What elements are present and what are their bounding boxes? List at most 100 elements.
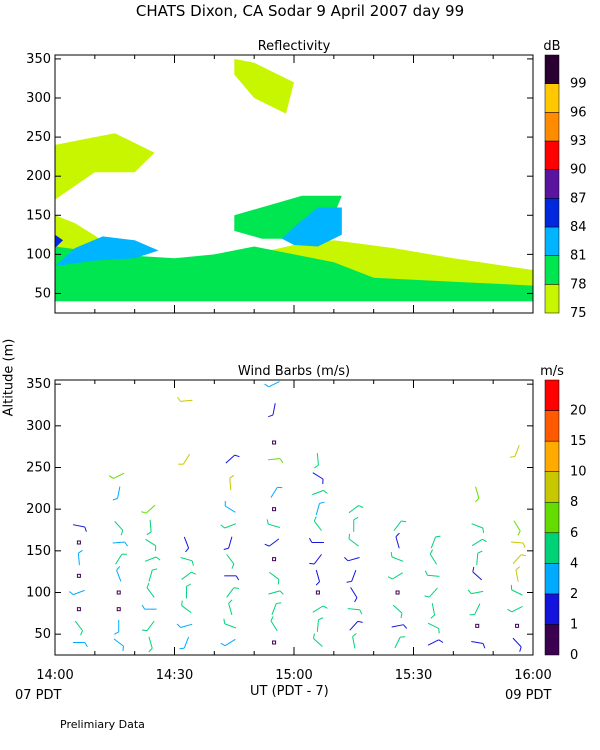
- reflectivity-colorbar-tick-label: 84: [570, 220, 587, 235]
- wind-barb-flag: [482, 527, 485, 534]
- reflectivity-colorbar-tick-label: 75: [570, 306, 587, 321]
- wind-colorbar-swatch: [544, 410, 560, 442]
- wind-barb: [270, 620, 278, 632]
- wind-barb-flag: [108, 475, 114, 479]
- wind-barb: [224, 623, 237, 629]
- wind-barb: [312, 489, 324, 496]
- wind-barb-flag: [313, 516, 317, 522]
- reflectivity-colorbar-tick-label: 78: [570, 277, 587, 292]
- wind-barb-flag: [477, 550, 483, 554]
- calm-marker: [395, 590, 400, 595]
- wind-barb: [349, 621, 359, 631]
- reflectivity-colorbar-swatch: [544, 140, 560, 170]
- wind-barb-flag: [482, 643, 486, 649]
- wind-colorbar-swatch: [544, 593, 560, 625]
- wind-barb: [225, 454, 236, 464]
- wind-barb: [471, 640, 484, 645]
- x-tick-label: 14:00: [36, 668, 73, 683]
- wind-barb: [512, 637, 522, 648]
- wind-barb: [114, 521, 124, 531]
- calm-marker: [315, 590, 320, 595]
- contour-75-upper: [55, 133, 155, 200]
- wind-barb-flag: [191, 571, 197, 575]
- wind-barb: [117, 486, 121, 499]
- wind-barb-flag: [152, 568, 158, 571]
- wind-barb: [115, 553, 123, 565]
- wind-colorbar-tick-label: 1: [570, 617, 578, 632]
- wind-barb-flag: [120, 530, 124, 536]
- wind-barb-flag: [403, 624, 408, 629]
- wind-barb: [224, 523, 237, 529]
- reflectivity-contours: [55, 58, 533, 302]
- wind-barb-flag: [308, 537, 313, 543]
- wind-barb-flag: [387, 576, 393, 580]
- wind-barb-flag: [223, 618, 226, 624]
- y-tick-label: 150: [26, 544, 51, 559]
- wind-barb: [313, 638, 323, 647]
- wind-barb: [183, 636, 190, 649]
- wind-barb: [312, 605, 324, 613]
- reflectivity-colorbar-label: dB: [543, 39, 560, 54]
- reflectivity-title: Reflectivity: [258, 39, 331, 54]
- calm-marker: [515, 623, 520, 628]
- wind-barb-flag: [124, 541, 128, 547]
- wind-barb: [474, 603, 481, 615]
- wind-barb: [74, 620, 83, 631]
- calm-marker: [272, 507, 277, 512]
- wind-barb: [512, 554, 522, 564]
- reflectivity-colorbar-tick-label: 93: [570, 134, 587, 149]
- wind-barb-flag: [400, 613, 403, 619]
- wind-barb: [392, 604, 403, 614]
- wind-barb-flag: [424, 595, 430, 598]
- reflectivity-colorbar-swatch: [544, 226, 560, 256]
- wind-barb-flag: [114, 631, 119, 635]
- wind-barb: [316, 619, 319, 632]
- wind-barb-flag: [179, 647, 185, 650]
- wind-barb: [113, 638, 124, 647]
- wind-barb: [271, 603, 277, 615]
- wind-barb: [348, 505, 359, 514]
- wind-barb-flag: [359, 609, 363, 615]
- wind-barb: [347, 557, 360, 562]
- wind-barb: [394, 636, 401, 649]
- plot-frame: [54, 379, 534, 656]
- wind-barb: [515, 569, 519, 582]
- wind-barb: [270, 487, 278, 498]
- wind-barb-flag: [270, 616, 274, 621]
- wind-barb: [392, 572, 403, 580]
- y-tick-label: 300: [26, 91, 51, 106]
- y-tick-label: 100: [26, 586, 51, 601]
- wind-barb: [430, 536, 437, 549]
- y-axis-label: Altitude (m): [1, 338, 17, 417]
- calm-marker: [76, 573, 81, 578]
- wind-barb-flag: [344, 556, 349, 562]
- calm-marker: [116, 607, 121, 612]
- wind-barb: [148, 636, 153, 649]
- reflectivity-colorbar-swatch: [544, 255, 560, 285]
- wind-barb: [116, 570, 122, 582]
- calm-marker: [116, 590, 121, 595]
- wind-barb: [145, 538, 156, 547]
- wind-barb-flag: [176, 623, 182, 628]
- wind-barb: [144, 556, 157, 562]
- wind-barb-flag: [155, 556, 161, 561]
- wind-colorbar-tick-label: 6: [570, 526, 578, 541]
- wind-colorbar-swatch: [544, 501, 560, 534]
- y-tick-label: 250: [26, 461, 51, 476]
- wind-barb-flag: [312, 633, 315, 639]
- calm-marker: [475, 623, 480, 628]
- wind-barb-flag: [84, 642, 88, 648]
- wind-barb-flag: [146, 531, 152, 536]
- wind-colorbar-tick-label: 8: [570, 495, 578, 510]
- wind-barb-flag: [80, 630, 83, 636]
- wind-barb: [268, 590, 280, 595]
- reflectivity-colorbar-swatch: [544, 169, 560, 199]
- wind-barb: [72, 524, 85, 528]
- wind-colorbar-swatch: [544, 532, 560, 564]
- wind-barb: [313, 520, 322, 531]
- wind-barb: [113, 472, 125, 479]
- reflectivity-colorbar-tick-label: 81: [570, 249, 587, 264]
- wind-barb: [351, 570, 357, 582]
- wind-barb-flag: [146, 582, 150, 588]
- wind-barb: [429, 587, 438, 598]
